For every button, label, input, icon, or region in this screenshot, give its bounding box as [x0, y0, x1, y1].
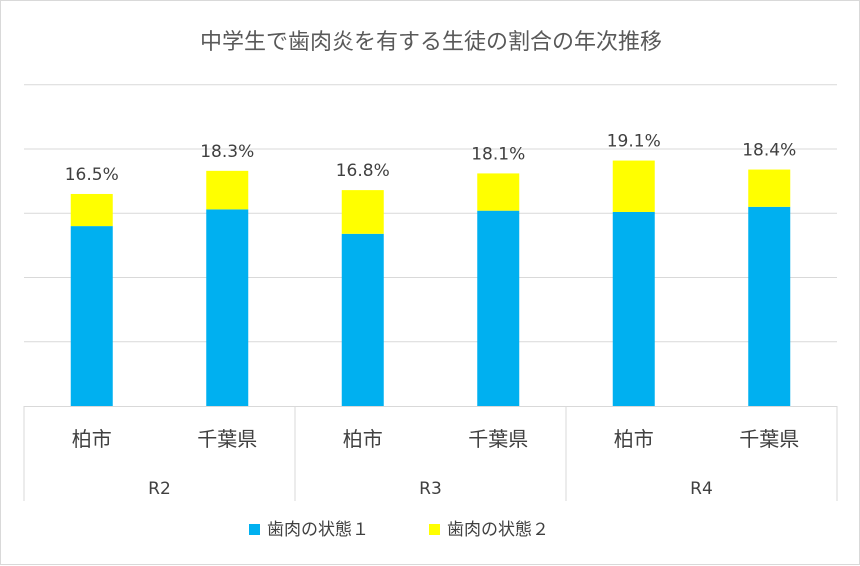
legend-swatch	[429, 524, 440, 535]
group-tick-label: R2	[148, 479, 171, 499]
category-tick-label: 柏市	[343, 427, 383, 451]
group-tick-label: R3	[419, 479, 442, 499]
legend-label: 歯肉の状態２	[447, 520, 549, 540]
bar-segment-series-2-cat-2	[206, 170, 249, 210]
bar-segment-series-1-cat-5	[612, 211, 655, 406]
category-tick-label: 柏市	[72, 427, 112, 451]
bar-segment-series-1-cat-3	[341, 233, 384, 406]
bars	[70, 160, 791, 406]
data-label-total: 18.4%	[742, 141, 796, 161]
category-axis: 柏市 千葉県 柏市 千葉県 柏市 千葉県 R2 R3 R4	[23, 406, 838, 501]
data-label-total: 16.8%	[336, 161, 390, 181]
legend-swatch	[249, 524, 260, 535]
category-tick-label: 千葉県	[468, 427, 528, 451]
data-label-total: 16.5%	[65, 165, 119, 185]
group-tick-label: R4	[690, 479, 713, 499]
data-label-total: 19.1%	[607, 132, 661, 152]
data-label-total: 18.3%	[200, 142, 254, 162]
bar-segment-series-2-cat-5	[612, 160, 655, 212]
bar-segment-series-1-cat-4	[477, 210, 520, 406]
bar-segment-series-1-cat-6	[748, 206, 791, 406]
bar-segment-series-2-cat-6	[748, 169, 791, 207]
category-tick-label: 柏市	[614, 427, 654, 451]
legend-label: 歯肉の状態１	[267, 520, 369, 540]
chart-title: 中学生で歯肉炎を有する生徒の割合の年次推移	[200, 30, 662, 55]
bar-segment-series-1-cat-2	[206, 209, 249, 406]
legend: 歯肉の状態１ 歯肉の状態２	[249, 520, 549, 540]
data-labels: 16.5% 18.3% 16.8% 18.1% 19.1% 18.4%	[65, 132, 797, 185]
category-tick-label: 千葉県	[197, 427, 257, 451]
data-label-total: 18.1%	[471, 144, 525, 164]
bar-segment-series-2-cat-4	[477, 173, 520, 211]
category-tick-label: 千葉県	[739, 427, 799, 451]
bar-segment-series-1-cat-1	[70, 226, 113, 406]
bar-segment-series-2-cat-3	[341, 190, 384, 234]
gridlines	[24, 84, 837, 343]
bar-segment-series-2-cat-1	[70, 193, 113, 227]
